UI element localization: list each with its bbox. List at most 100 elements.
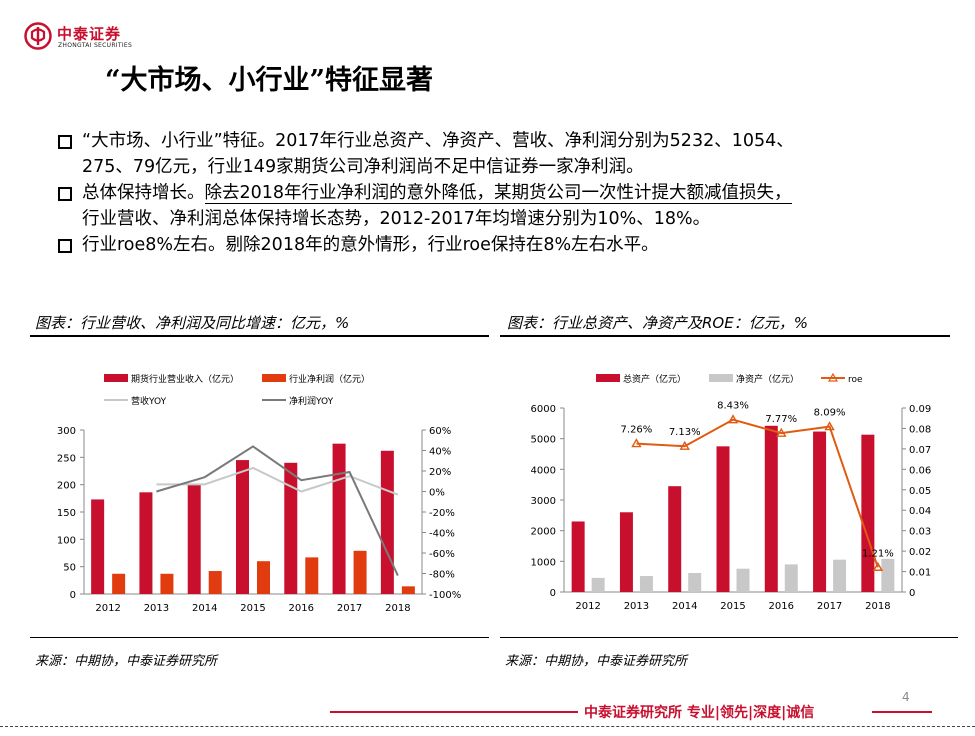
bar-secondary xyxy=(639,576,653,592)
y-tick-label-left: 0 xyxy=(70,590,76,601)
x-tick-label: 2015 xyxy=(240,603,265,614)
y-tick-label-left: 4000 xyxy=(531,465,556,476)
legend-label: 营收YOY xyxy=(131,395,167,407)
brand-name-en: ZHONGTAI SECURITIES xyxy=(58,42,133,49)
data-label: 7.26% xyxy=(621,425,653,436)
y-tick-label-right: -80% xyxy=(429,570,455,581)
y-tick-label-left: 250 xyxy=(57,453,76,464)
chart-left-source: 来源：中期协，中泰证券研究所 xyxy=(35,654,218,669)
x-tick-label: 2018 xyxy=(865,601,890,612)
y-tick-label-right: 0.09 xyxy=(909,404,931,415)
series-line-1 xyxy=(156,445,399,576)
x-tick-label: 2014 xyxy=(672,601,697,612)
y-tick-label-right: -40% xyxy=(429,529,455,540)
chart-left-title: 图表：行业营收、净利润及同比增速：亿元，% xyxy=(35,314,350,332)
x-tick-label: 2017 xyxy=(337,603,362,614)
bar-primary xyxy=(571,521,585,592)
y-tick-label-right: 0 xyxy=(909,588,915,599)
chart-left-source-rule xyxy=(30,637,489,638)
data-label: 8.43% xyxy=(717,401,749,412)
bar-secondary xyxy=(112,573,126,594)
y-tick-label-right: 0.06 xyxy=(909,465,931,476)
y-tick-label-right: 0.08 xyxy=(909,424,931,435)
bar-secondary xyxy=(881,558,895,592)
roe-marker xyxy=(872,561,884,571)
x-tick-label: 2013 xyxy=(144,603,169,614)
y-tick-label-right: 0.02 xyxy=(909,547,931,558)
page-number: 4 xyxy=(902,690,910,704)
bar-primary xyxy=(139,492,153,594)
y-tick-label-left: 300 xyxy=(57,426,76,437)
data-label: 7.77% xyxy=(765,414,797,425)
legend-swatch xyxy=(262,374,286,382)
y-tick-label-right: 0.01 xyxy=(909,568,931,579)
y-tick-label-left: 6000 xyxy=(531,404,556,415)
bullet-lead: 总体保持增长。 xyxy=(82,183,205,203)
brand-logo: 中泰证券 ZHONGTAI SECURITIES xyxy=(24,22,154,54)
y-tick-label-right: 0.04 xyxy=(909,506,931,517)
legend-label: 总资产（亿元） xyxy=(623,373,686,385)
y-tick-label-right: 20% xyxy=(429,467,451,478)
bar-primary xyxy=(187,484,201,594)
bullet-list: “大市场、小行业”特征。2017年行业总资产、净资产、营收、净利润分别为5232… xyxy=(58,128,975,258)
y-tick-label-right: 40% xyxy=(429,447,451,458)
chart-right-title-rule xyxy=(500,335,950,337)
x-tick-label: 2012 xyxy=(575,601,600,612)
footer-slogan: 中泰证券研究所 专业|领先|深度|诚信 xyxy=(584,705,815,721)
data-label: 8.09% xyxy=(814,408,846,419)
bullet-text: 行业营收、净利润总体保持增长态势，2012-2017年均增速分别为10%、18%… xyxy=(82,209,711,229)
bullet-text: 275、79亿元，行业149家期货公司净利润尚不足中信证券一家净利润。 xyxy=(82,157,644,177)
bar-primary xyxy=(619,512,633,592)
y-tick-label-right: 0.03 xyxy=(909,527,931,538)
bullet-text: 2017年行业总资产、净资产、营收、净利润分别为5232、1054、 xyxy=(275,131,794,151)
bar-secondary xyxy=(257,561,270,594)
y-tick-label-left: 100 xyxy=(57,535,76,546)
bar-secondary xyxy=(401,586,415,594)
legend-label: 行业净利润（亿元） xyxy=(289,373,370,385)
bar-secondary xyxy=(736,568,750,592)
brand-name-cn: 中泰证券 xyxy=(57,25,122,43)
roe-marker xyxy=(824,421,835,431)
x-tick-label: 2018 xyxy=(385,603,410,614)
legend-label: roe xyxy=(848,375,863,385)
chart-right-title: 图表：行业总资产、净资产及ROE：亿元，% xyxy=(507,314,808,332)
bar-primary xyxy=(332,443,346,594)
y-tick-label-left: 150 xyxy=(57,508,76,519)
bar-primary xyxy=(813,431,827,592)
roe-marker xyxy=(727,414,739,424)
roe-marker xyxy=(679,440,690,450)
data-label: 7.13% xyxy=(669,427,701,438)
bullet-item: 行业roe8%左右。剔除2018年的意外情形，行业roe保持在8%左右水平。 xyxy=(58,232,975,258)
y-tick-label-left: 2000 xyxy=(531,527,556,538)
legend-swatch xyxy=(709,374,733,382)
page-title: “大市场、小行业”特征显著 xyxy=(105,65,434,96)
revenue-profit-chart: 0 50 100 150 200 250 300 -100% -80% -60% -40% -20% 0… xyxy=(57,373,461,614)
footer-rule-right xyxy=(872,711,932,713)
legend-label: 净资产（亿元） xyxy=(736,373,799,385)
y-tick-label-left: 50 xyxy=(63,563,76,574)
zhongtai-logo-icon xyxy=(24,22,52,50)
bullet-text-underlined: 除去2018年行业净利润的意外降低，某期货公司一次性计提大额减值损失， xyxy=(204,183,792,204)
bar-primary xyxy=(91,499,105,594)
legend-label: 净利润YOY xyxy=(289,395,334,407)
bar-secondary xyxy=(688,572,702,592)
assets-roe-chart: 0 1000 2000 3000 4000 5000 6000 0 0.01 0.02 0.03 0.… xyxy=(531,372,931,612)
bar-primary xyxy=(284,462,298,594)
bullet-lead: “大市场、小行业”特征。 xyxy=(82,131,276,151)
y-tick-label-left: 1000 xyxy=(531,557,556,568)
legend-label: 期货行业营业收入（亿元） xyxy=(131,373,239,385)
bullet-text: 剔除2018年的意外情形，行业roe保持在8%左右水平。 xyxy=(225,235,659,255)
chart-right-source: 来源：中期协，中泰证券研究所 xyxy=(505,654,688,669)
bar-primary xyxy=(764,425,778,592)
y-tick-label-right: 60% xyxy=(429,426,451,437)
y-tick-label-right: 0% xyxy=(429,488,445,499)
x-tick-label: 2016 xyxy=(289,603,314,614)
square-bullet-icon xyxy=(58,135,72,149)
y-tick-label-right: -60% xyxy=(429,549,455,560)
bar-secondary xyxy=(208,571,222,594)
roe-marker xyxy=(631,438,642,448)
y-tick-label-right: -20% xyxy=(429,508,455,519)
legend-swatch xyxy=(104,374,128,382)
bar-secondary xyxy=(833,559,847,592)
bar-secondary xyxy=(353,550,367,594)
